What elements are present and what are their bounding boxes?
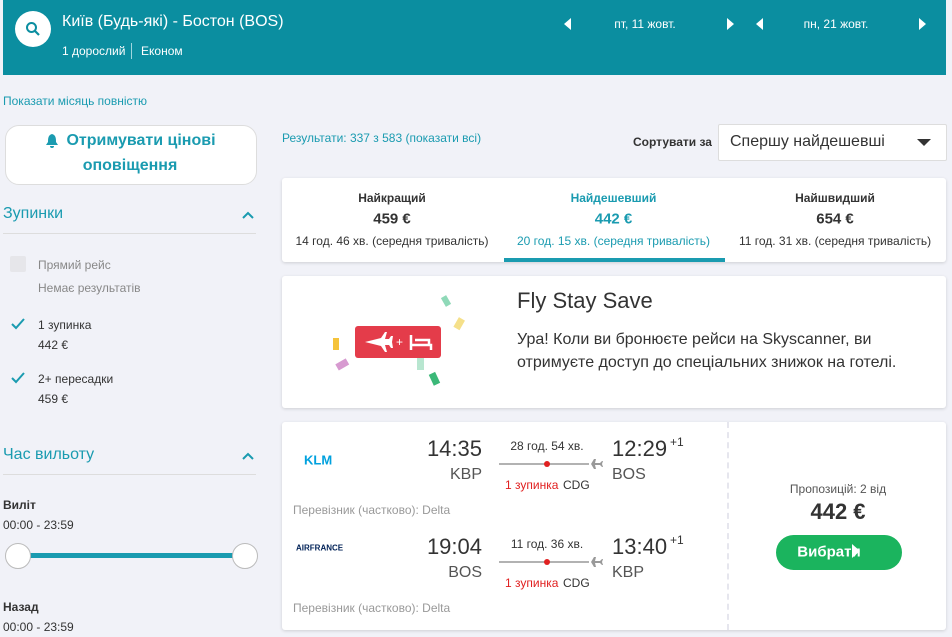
operator: Перевізник (частково): Delta — [293, 601, 451, 615]
day-offset: +1 — [670, 435, 684, 449]
offers: Пропозицій: 2 від — [789, 482, 887, 496]
time-label: Назад — [3, 600, 39, 614]
operator: Перевізник (частково): Delta — [293, 503, 451, 517]
airline-logo: KLM — [304, 452, 333, 468]
tab-duration: 14 год. 46 хв. (середня тривалість) — [295, 234, 489, 248]
time-range: 00:00 - 23:59 — [3, 620, 74, 634]
stop-detail: Немає результатів — [38, 281, 141, 295]
stop-detail: 442 € — [38, 338, 69, 352]
sort-select[interactable] — [718, 124, 947, 161]
stop-airport: CDG — [563, 576, 590, 590]
tab-price: 459 € — [373, 210, 411, 228]
card-divider — [727, 422, 729, 630]
passengers: 1 дорослий — [62, 44, 126, 58]
tab-label[interactable]: Найшвидший — [795, 191, 875, 205]
promo-text: отримуєте доступ до спеціальних знижок н… — [517, 354, 897, 371]
arrive-airport: BOS — [612, 466, 646, 483]
time-slider[interactable] — [3, 540, 263, 572]
stops: 1 зупинка — [505, 478, 559, 492]
checkbox[interactable] — [10, 316, 26, 332]
svg-text:+: + — [396, 335, 403, 349]
promo-title: Fly Stay Save — [517, 288, 653, 313]
header-divider — [131, 43, 132, 59]
depart-airport: KBP — [449, 466, 482, 483]
time-range: 00:00 - 23:59 — [3, 518, 74, 532]
depart-time: 14:35 — [426, 436, 482, 461]
promo-text: Ура! Коли ви бронюєте рейси на Skyscanne… — [517, 331, 872, 348]
tab-label[interactable]: Найдешевший — [570, 191, 657, 205]
alert-text[interactable]: Отримувати цінові — [66, 132, 216, 149]
route-line — [499, 459, 603, 469]
arrow-icon — [852, 544, 860, 558]
results-count[interactable]: Результати: 337 з 583 (показати всі) — [282, 131, 482, 145]
arrive-time: 13:40 — [612, 534, 668, 559]
select-caret — [917, 139, 931, 146]
duration: 11 год. 36 хв. — [510, 537, 584, 551]
duration: 28 год. 54 хв. — [510, 439, 584, 453]
time-rule — [3, 474, 256, 475]
day-offset: +1 — [670, 533, 684, 547]
flight-card[interactable] — [282, 422, 946, 630]
airline-logo: AIRFRANCE — [296, 543, 344, 553]
cabin: Економ — [141, 44, 183, 58]
arrive-airport: KBP — [612, 564, 645, 581]
tab-price: 442 € — [594, 210, 633, 228]
stop-option[interactable]: 1 зупинка — [38, 318, 92, 332]
select-button-text[interactable]: Вибрати — [797, 543, 861, 561]
card-price: 442 € — [810, 499, 866, 524]
route: Київ (Будь-які) - Бостон (BOS) — [62, 13, 284, 30]
arrive-time: 12:29 — [612, 436, 668, 461]
time-label: Виліт — [3, 498, 36, 512]
tabs-box — [282, 178, 946, 262]
sort-value[interactable]: Спершу найдешевші — [730, 133, 885, 150]
sort-label: Сортувати за — [633, 135, 712, 149]
return-date[interactable]: пн, 21 жовт. — [803, 17, 869, 31]
checkbox — [10, 256, 26, 272]
route-line — [499, 557, 603, 567]
outbound-date[interactable]: пт, 11 жовт. — [614, 17, 676, 31]
bell-icon — [46, 134, 58, 148]
stop-detail: 459 € — [38, 392, 69, 406]
stops-rule — [3, 233, 256, 234]
promo-image: + — [333, 295, 465, 386]
depart-airport: BOS — [448, 564, 482, 581]
stops: 1 зупинка — [505, 576, 559, 590]
chevrons[interactable] — [240, 205, 260, 465]
select-button[interactable] — [776, 535, 902, 570]
tab-duration: 20 год. 15 хв. (середня тривалість) — [516, 234, 711, 248]
alert-text[interactable]: оповіщення — [82, 157, 178, 174]
show-month-link[interactable]: Показати місяць повністю — [3, 94, 148, 108]
stop-option: Прямий рейс — [38, 258, 111, 272]
search-icon[interactable] — [14, 10, 52, 48]
filter-title: Зупинки — [3, 205, 64, 222]
filter-title: Час вильоту — [3, 446, 95, 463]
alert-button[interactable] — [5, 125, 257, 185]
tab-duration: 11 год. 31 хв. (середня тривалість) — [738, 234, 932, 248]
stop-option[interactable]: 2+ пересадки — [38, 372, 114, 386]
tab-price: 654 € — [816, 210, 854, 228]
stop-airport: CDG — [563, 478, 590, 492]
tab-label[interactable]: Найкращий — [358, 191, 426, 205]
header-bar — [3, 0, 946, 75]
tab-underline — [503, 258, 725, 262]
checkbox[interactable] — [10, 370, 26, 386]
depart-time: 19:04 — [426, 534, 482, 559]
